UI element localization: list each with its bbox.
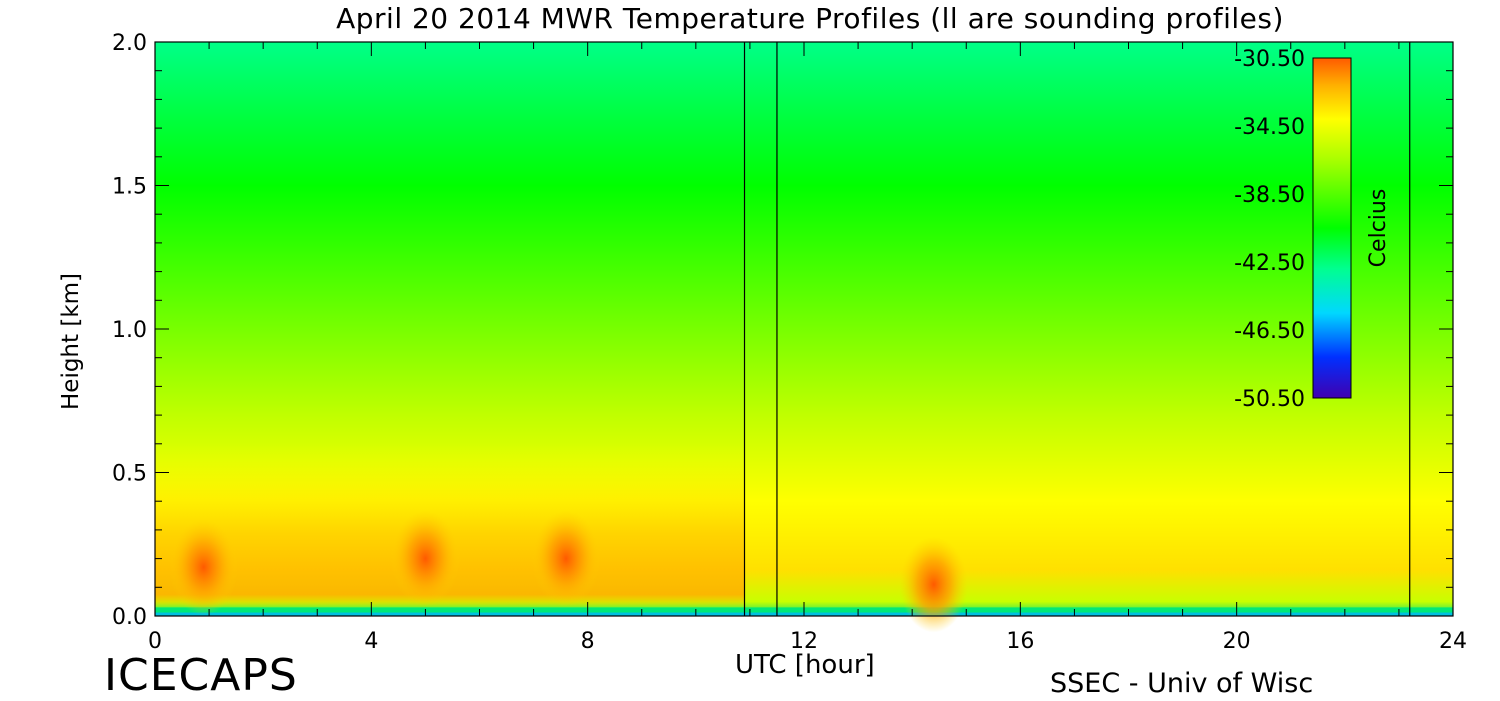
x-axis-label: UTC [hour]	[735, 650, 875, 680]
colorbar-tick-label-0: -30.50	[1234, 47, 1305, 72]
colorbar-label: Celcius	[1366, 189, 1391, 268]
y-tick-label-0: 0.0	[112, 605, 147, 630]
warm-core-0	[169, 519, 238, 616]
y-tick-label-2: 1.0	[112, 318, 147, 343]
y-tick-label-1: 0.5	[112, 462, 147, 487]
warm-core-1	[391, 510, 460, 607]
x-tick-label-2: 8	[581, 629, 595, 654]
x-tick-label-4: 16	[1006, 629, 1034, 654]
footer-project-label: ICECAPS	[104, 650, 298, 701]
colorbar-tick-label-3: -42.50	[1234, 251, 1305, 276]
x-tick-label-5: 20	[1223, 629, 1251, 654]
x-tick-label-6: 24	[1439, 629, 1467, 654]
x-tick-label-1: 4	[364, 629, 378, 654]
warm-core-3	[899, 536, 968, 633]
colorbar-tick-label-1: -34.50	[1234, 115, 1305, 140]
warm-core-2	[532, 510, 601, 607]
colorbar-tick-label-5: -50.50	[1234, 387, 1305, 412]
x-tick-label-3: 12	[790, 629, 818, 654]
colorbar-tick-label-2: -38.50	[1234, 183, 1305, 208]
chart-title: April 20 2014 MWR Temperature Profiles (…	[336, 2, 1284, 35]
y-axis-label: Height [km]	[58, 272, 84, 410]
footer-institution-label: SSEC - Univ of Wisc	[1050, 668, 1314, 699]
colorbar-tick-label-4: -46.50	[1234, 319, 1305, 344]
colorbar	[1312, 57, 1352, 399]
x-tick-label-0: 0	[148, 629, 162, 654]
y-tick-label-3: 1.5	[112, 175, 147, 200]
y-tick-label-4: 2.0	[112, 31, 147, 56]
